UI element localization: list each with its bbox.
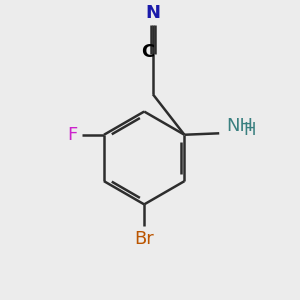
Text: C: C xyxy=(141,44,154,62)
Text: H: H xyxy=(244,122,256,140)
Text: F: F xyxy=(67,126,77,144)
Text: N: N xyxy=(146,4,160,22)
Text: NH: NH xyxy=(226,117,254,135)
Text: Br: Br xyxy=(134,230,154,248)
